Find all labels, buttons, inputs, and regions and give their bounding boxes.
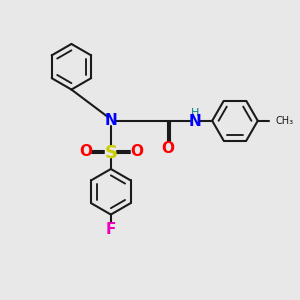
Text: O: O — [79, 144, 92, 159]
Text: N: N — [188, 114, 201, 129]
Text: O: O — [161, 141, 174, 156]
Text: H: H — [190, 108, 199, 118]
Text: CH₃: CH₃ — [276, 116, 294, 126]
Text: O: O — [130, 144, 143, 159]
Text: S: S — [104, 144, 117, 162]
Text: F: F — [106, 222, 116, 237]
Text: N: N — [104, 113, 117, 128]
